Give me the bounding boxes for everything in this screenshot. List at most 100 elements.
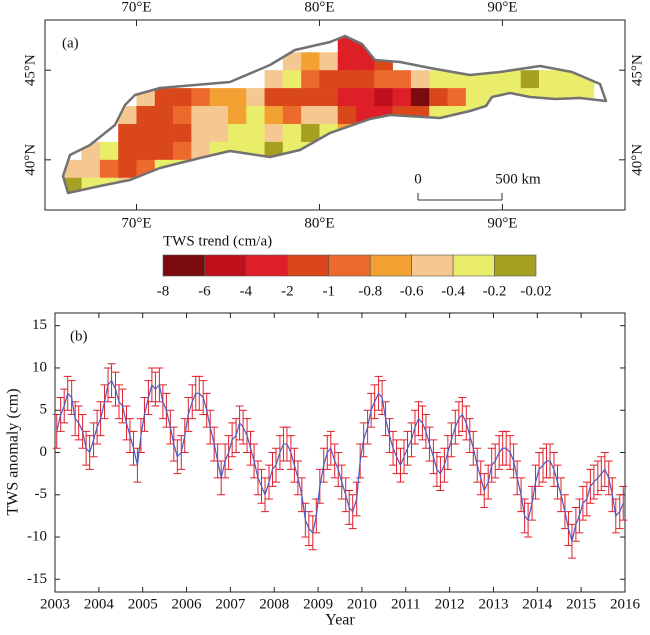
colorbar-swatch	[245, 254, 288, 277]
y-tick-label: 15	[32, 317, 47, 333]
colorbar-tick-label: -8	[157, 283, 170, 299]
trend-cell	[337, 70, 357, 89]
trend-cell	[356, 70, 375, 89]
trend-cell	[191, 106, 210, 125]
trend-cell	[410, 88, 430, 107]
trend-cell	[246, 123, 265, 143]
trend-cell	[447, 88, 467, 107]
trend-cell	[209, 106, 229, 125]
scale-label: 500 km	[495, 171, 541, 187]
trend-cell	[173, 106, 192, 125]
colorbar-tick-label: -2	[281, 283, 294, 299]
map-frame	[44, 19, 626, 211]
panel-label: (a)	[62, 35, 79, 51]
trend-cell	[154, 88, 174, 107]
trend-cell	[301, 88, 320, 107]
trend-cell	[301, 123, 320, 143]
colorbar-tick-label: -0.6	[400, 283, 424, 299]
trend-cell	[191, 88, 210, 107]
x-tick-label: 2011	[391, 596, 420, 612]
trend-cell	[282, 88, 302, 107]
trend-cell	[337, 106, 357, 125]
y-tick-label: -5	[35, 486, 48, 502]
colorbar-swatch	[494, 254, 537, 277]
x-tick-label: 90°E	[487, 0, 517, 15]
trend-cell	[319, 52, 339, 71]
trend-cell	[99, 141, 119, 161]
trend-cell	[209, 123, 229, 143]
trend-cell	[410, 106, 430, 125]
trend-cell	[246, 106, 265, 125]
trend-cell	[520, 70, 540, 89]
basin-outline	[61, 34, 608, 195]
trend-cell	[173, 123, 192, 143]
trend-cell	[264, 123, 284, 143]
trend-cell	[301, 70, 320, 89]
scale-label: 0	[414, 171, 422, 187]
colorbar-swatch	[411, 254, 454, 277]
colorbar-tick-label: -0.8	[358, 283, 382, 299]
y-tick-label: 5	[40, 402, 48, 418]
colorbar-tick-label: -0.4	[441, 283, 465, 299]
x-tick-label: 80°E	[304, 0, 334, 15]
x-tick-label: 2006	[172, 596, 203, 612]
y-tick-label: -10	[27, 528, 47, 544]
trend-cell	[282, 106, 302, 125]
trend-cell	[227, 106, 247, 125]
trend-cell	[337, 88, 357, 107]
colorbar-swatch	[162, 254, 205, 277]
x-tick-label: 2007	[215, 596, 246, 612]
y-tick-label: 45°N	[22, 54, 38, 86]
trend-cell	[356, 88, 375, 107]
trend-cell	[301, 106, 320, 125]
trend-cell	[246, 88, 265, 107]
x-tick-label: 2015	[566, 596, 596, 612]
trend-cell	[282, 123, 302, 143]
trend-cell	[502, 70, 522, 89]
y-tick-label: -15	[27, 571, 47, 587]
trend-cell	[374, 70, 393, 89]
x-tick-label: 2004	[84, 596, 115, 612]
x-tick-label: 2009	[303, 596, 333, 612]
trend-cell	[319, 70, 339, 89]
trend-cell	[191, 123, 210, 143]
trend-cell	[410, 70, 430, 89]
x-tick-label: 90°E	[487, 215, 517, 231]
trend-cell	[356, 52, 375, 71]
trend-cell	[246, 141, 265, 161]
x-tick-label: 2014	[522, 596, 553, 612]
colorbar-tick-label: -6	[198, 283, 211, 299]
x-axis-label: Year	[325, 612, 355, 629]
trend-cell	[392, 123, 412, 143]
y-tick-label: 45°N	[629, 54, 645, 86]
colorbar-swatch	[204, 254, 247, 277]
trend-cell	[136, 141, 156, 161]
trend-cell	[154, 141, 174, 161]
trend-cell	[484, 70, 503, 89]
x-tick-label: 2003	[40, 596, 70, 612]
trend-cell	[99, 159, 119, 179]
colorbar-title: TWS trend (cm/a)	[163, 233, 272, 249]
trend-cell	[429, 88, 448, 107]
colorbar-tick-label: -0.02	[520, 283, 551, 299]
panel-label: (b)	[70, 328, 88, 344]
trend-cell	[502, 88, 522, 107]
trend-cell	[301, 52, 320, 71]
colorbar-swatch	[328, 254, 371, 277]
trend-cell	[557, 70, 576, 89]
trend-cell	[410, 123, 430, 143]
trend-cell	[264, 88, 284, 107]
series-line	[56, 379, 624, 542]
x-tick-label: 2012	[435, 596, 465, 612]
trend-cell	[282, 52, 302, 71]
y-tick-label: 0	[40, 444, 48, 460]
trend-cell	[374, 123, 393, 143]
trend-cell	[392, 88, 412, 107]
trend-cell	[465, 88, 485, 107]
trend-cell	[319, 106, 339, 125]
trend-cell	[539, 70, 558, 89]
trend-cell	[264, 70, 284, 89]
y-axis-label: TWS anomaly (cm)	[5, 388, 22, 515]
trend-cell	[154, 106, 174, 125]
